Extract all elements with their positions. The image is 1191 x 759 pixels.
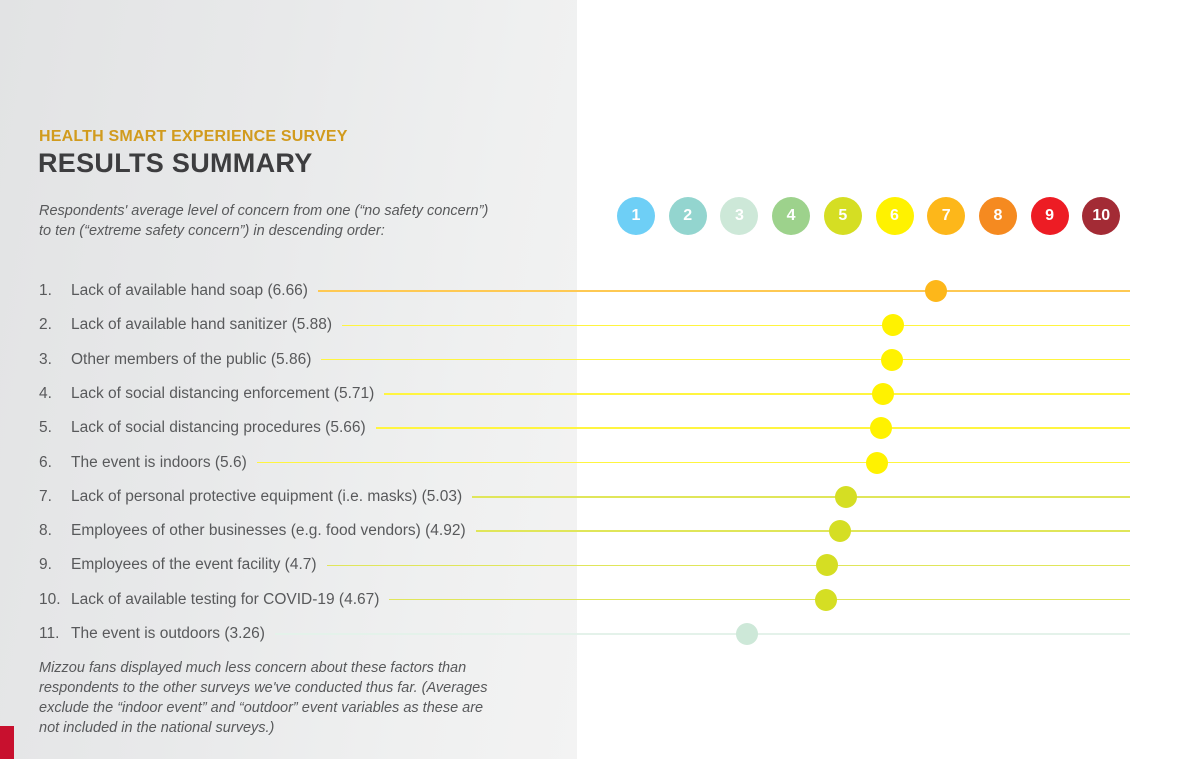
item-rank: 10.: [39, 590, 61, 608]
item-rank: 4.: [39, 384, 52, 402]
item-label: Lack of personal protective equipment (i…: [71, 487, 463, 505]
item-value-dot: [866, 451, 889, 474]
item-guide-line: [376, 427, 1130, 429]
item-guide-line: [318, 290, 1130, 292]
item-value-dot: [925, 280, 948, 302]
item-rank: 7.: [39, 487, 52, 505]
footnote-line: Mizzou fans displayed much less concern …: [39, 660, 467, 676]
chart-description: Respondents' average level of concern fr…: [39, 201, 579, 241]
scale-level-8: 8: [978, 197, 1017, 235]
list-item: 7. Lack of personal protective equipment …: [39, 487, 462, 507]
footnote-line: exclude the “indoor event” and “outdoor”…: [39, 700, 484, 716]
item-guide-line: [321, 358, 1130, 361]
item-label: The event is indoors (5.6): [71, 453, 247, 471]
list-item: 10. Lack of available testing for COVID-1…: [39, 590, 379, 610]
scale-level-7: 7: [927, 197, 966, 235]
item-label: Lack of social distancing enforcement (5…: [71, 384, 375, 402]
item-rank: 9.: [39, 556, 52, 574]
item-guide-line: [342, 324, 1130, 327]
item-guide-line: [257, 461, 1130, 464]
item-label: The event is outdoors (3.26): [71, 625, 265, 642]
item-label: Lack of available hand sanitizer (5.88): [71, 316, 333, 334]
item-value-dot: [834, 485, 857, 508]
list-item: 6. The event is indoors (5.6): [39, 453, 247, 473]
list-item: 8. Employees of other businesses (e.g. fo…: [39, 521, 466, 541]
item-rank: 8.: [39, 522, 52, 540]
item-rank: 5.: [39, 419, 52, 437]
item-rank: 1.: [39, 282, 52, 299]
scale-level-2: 2: [668, 197, 707, 235]
item-rank: 11.: [39, 625, 60, 642]
item-value-dot: [736, 623, 759, 645]
accent-bar: [0, 726, 14, 759]
item-value-dot: [869, 417, 892, 440]
item-guide-line: [476, 530, 1130, 532]
list-item: 9. Employees of the event facility (4.7): [39, 555, 317, 575]
item-label: Other members of the public (5.86): [71, 350, 312, 368]
item-value-dot: [872, 382, 895, 405]
item-value-dot: [828, 520, 851, 543]
item-value-dot: [881, 314, 904, 337]
item-guide-line: [275, 633, 1130, 635]
item-rank: 2.: [39, 316, 52, 334]
scale-level-9: 9: [1030, 197, 1069, 235]
scale-level-1: 1: [617, 197, 655, 235]
item-rank: 3.: [39, 350, 52, 368]
scale-level-3: 3: [720, 197, 759, 235]
list-item: 11. The event is outdoors (3.26): [39, 624, 265, 644]
footnote-line: not included in the national surveys.): [39, 720, 275, 736]
scale-level-4: 4: [772, 197, 811, 235]
scale-level-10: 10: [1082, 197, 1121, 235]
scale-level-5: 5: [823, 197, 862, 235]
item-guide-line: [384, 393, 1130, 395]
list-item: 4. Lack of social distancing enforcement …: [39, 384, 374, 404]
item-value-dot: [880, 348, 903, 371]
item-label: Lack of available hand soap (6.66): [71, 282, 308, 299]
item-label: Lack of available testing for COVID-19 (…: [71, 590, 380, 608]
list-item: 2. Lack of available hand sanitizer (5.88…: [39, 315, 332, 335]
item-label: Employees of other businesses (e.g. food…: [71, 522, 466, 540]
survey-kicker: HEALTH SMART EXPERIENCE SURVEY: [39, 128, 348, 145]
list-item: 1. Lack of available hand soap (6.66): [39, 281, 308, 301]
footnote-line: respondents to the other surveys we've c…: [39, 680, 488, 696]
background-panel: [0, 0, 577, 759]
item-value-dot: [814, 588, 837, 611]
footnote: Mizzou fans displayed much less concern …: [39, 658, 579, 738]
item-label: Lack of social distancing procedures (5.…: [71, 419, 366, 437]
item-guide-line: [327, 564, 1130, 567]
list-item: 5. Lack of social distancing procedures (…: [39, 418, 366, 438]
item-rank: 6.: [39, 453, 52, 471]
chart-description-line: to ten (“extreme safety concern”) in des…: [39, 223, 385, 239]
item-label: Employees of the event facility (4.7): [71, 556, 317, 574]
list-item: 3. Other members of the public (5.86): [39, 350, 311, 370]
page-title: RESULTS SUMMARY: [38, 148, 313, 178]
item-value-dot: [816, 554, 839, 577]
chart-description-line: Respondents' average level of concern fr…: [39, 203, 489, 219]
item-guide-line: [472, 496, 1130, 498]
item-guide-line: [389, 598, 1130, 601]
scale-level-6: 6: [875, 197, 914, 235]
